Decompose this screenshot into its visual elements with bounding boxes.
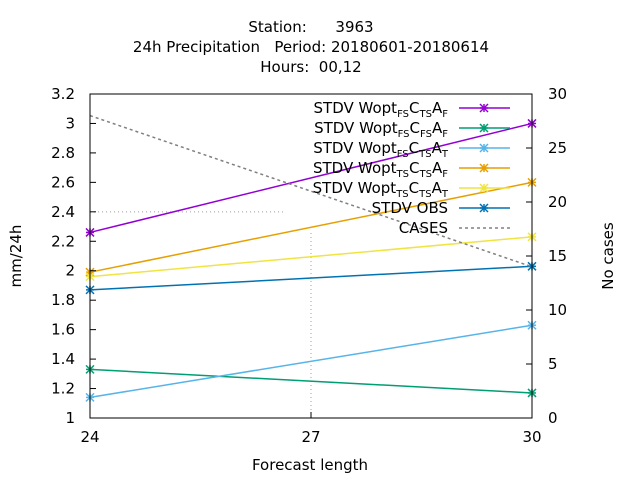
chart-title: Station: 3963 24h Precipitation Period: … bbox=[133, 18, 489, 76]
legend-entry-6: STDV OBS bbox=[372, 199, 510, 217]
title-line-station: Station: 3963 bbox=[248, 18, 373, 36]
y-tick-label: 3 bbox=[65, 114, 75, 132]
y2-tick-label: 0 bbox=[548, 409, 558, 427]
legend-label: STDV WoptTSCTSAF bbox=[313, 159, 448, 180]
legend-label: CASES bbox=[399, 219, 448, 237]
y-tick-label: 3.2 bbox=[51, 85, 75, 103]
y-tick-label: 1.8 bbox=[51, 291, 75, 309]
x-tick-label: 24 bbox=[80, 428, 99, 446]
series-lines bbox=[85, 114, 537, 402]
series-line bbox=[89, 236, 533, 278]
y-tick-label: 2.4 bbox=[51, 203, 75, 221]
x-tick-label: 27 bbox=[301, 428, 320, 446]
series-7 bbox=[89, 114, 533, 268]
legend-label: STDV WoptFSCTSAF bbox=[314, 99, 449, 120]
legend-entry-7: CASES bbox=[399, 219, 510, 237]
series-1 bbox=[85, 118, 537, 237]
title-line-period: 24h Precipitation Period: 20180601-20180… bbox=[133, 38, 489, 56]
legend-label: STDV OBS bbox=[372, 199, 448, 217]
series-line bbox=[89, 265, 533, 291]
y-tick-label: 1 bbox=[65, 409, 75, 427]
y-axis-label: mm/24h bbox=[7, 225, 25, 288]
x-axis-ticks: 24 27 30 bbox=[80, 412, 542, 446]
legend-marker bbox=[479, 163, 489, 173]
series-2 bbox=[85, 364, 537, 398]
legend-entry-2: STDV WoptFSCFSAF bbox=[314, 119, 510, 140]
y2-tick-label: 25 bbox=[548, 139, 567, 157]
legend-marker bbox=[479, 203, 489, 213]
series-line bbox=[89, 324, 533, 399]
grid-lines bbox=[90, 211, 312, 418]
legend-label: STDV WoptFSCFSAF bbox=[314, 119, 448, 140]
legend-entry-1: STDV WoptFSCTSAF bbox=[314, 99, 510, 120]
y-tick-label: 2.2 bbox=[51, 232, 75, 250]
legend-marker bbox=[479, 123, 489, 133]
legend-label: STDV WoptFSCTSAT bbox=[313, 139, 449, 160]
legend-entry-4: STDV WoptTSCTSAF bbox=[313, 159, 510, 180]
y2-tick-label: 5 bbox=[548, 355, 558, 373]
y2-tick-label: 10 bbox=[548, 301, 567, 319]
y-tick-label: 1.6 bbox=[51, 321, 75, 339]
series-line bbox=[89, 114, 533, 268]
legend-label: STDV WoptTSCTSAT bbox=[313, 179, 449, 200]
y-axis-ticks: 1 1.2 1.4 1.6 1.8 2 2.2 2.4 2.6 2.8 3 3.2 bbox=[51, 85, 96, 427]
y2-tick-label: 15 bbox=[548, 247, 567, 265]
y2-tick-label: 30 bbox=[548, 85, 567, 103]
y2-axis-ticks: 0 5 10 15 20 25 30 bbox=[526, 85, 567, 427]
y-tick-label: 2 bbox=[65, 262, 75, 280]
y-tick-label: 1.4 bbox=[51, 350, 75, 368]
y-tick-label: 2.6 bbox=[51, 173, 75, 191]
y2-tick-label: 20 bbox=[548, 193, 567, 211]
y2-axis-label: No cases bbox=[599, 222, 617, 290]
title-line-hours: Hours: 00,12 bbox=[260, 58, 361, 76]
y-tick-label: 1.2 bbox=[51, 380, 75, 398]
legend-entry-3: STDV WoptFSCTSAT bbox=[313, 139, 510, 160]
series-line bbox=[89, 181, 533, 273]
x-tick-label: 30 bbox=[522, 428, 541, 446]
x-axis-label: Forecast length bbox=[252, 456, 368, 474]
legend-entry-5: STDV WoptTSCTSAT bbox=[313, 179, 510, 200]
legend-marker bbox=[479, 143, 489, 153]
series-line bbox=[89, 368, 533, 394]
legend-marker bbox=[479, 183, 489, 193]
y-tick-label: 2.8 bbox=[51, 144, 75, 162]
series-line bbox=[89, 122, 533, 234]
legend-marker bbox=[479, 103, 489, 113]
